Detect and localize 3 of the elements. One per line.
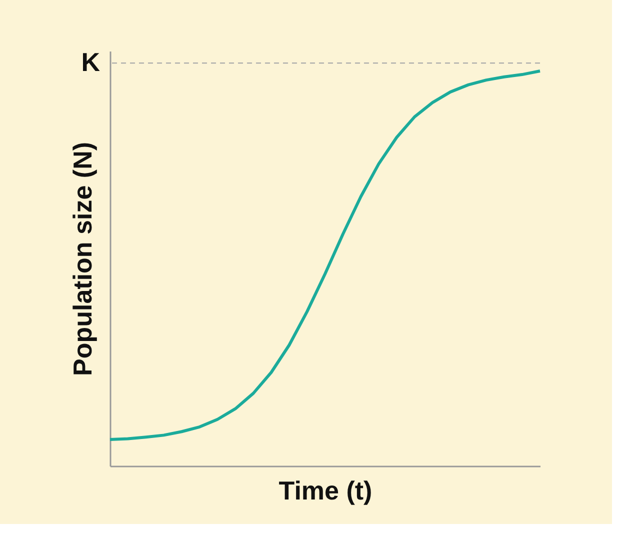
ref-line-label: K <box>81 47 100 78</box>
x-axis-title: Time (t) <box>278 476 372 506</box>
y-axis-title: Population size (N) <box>68 142 98 376</box>
